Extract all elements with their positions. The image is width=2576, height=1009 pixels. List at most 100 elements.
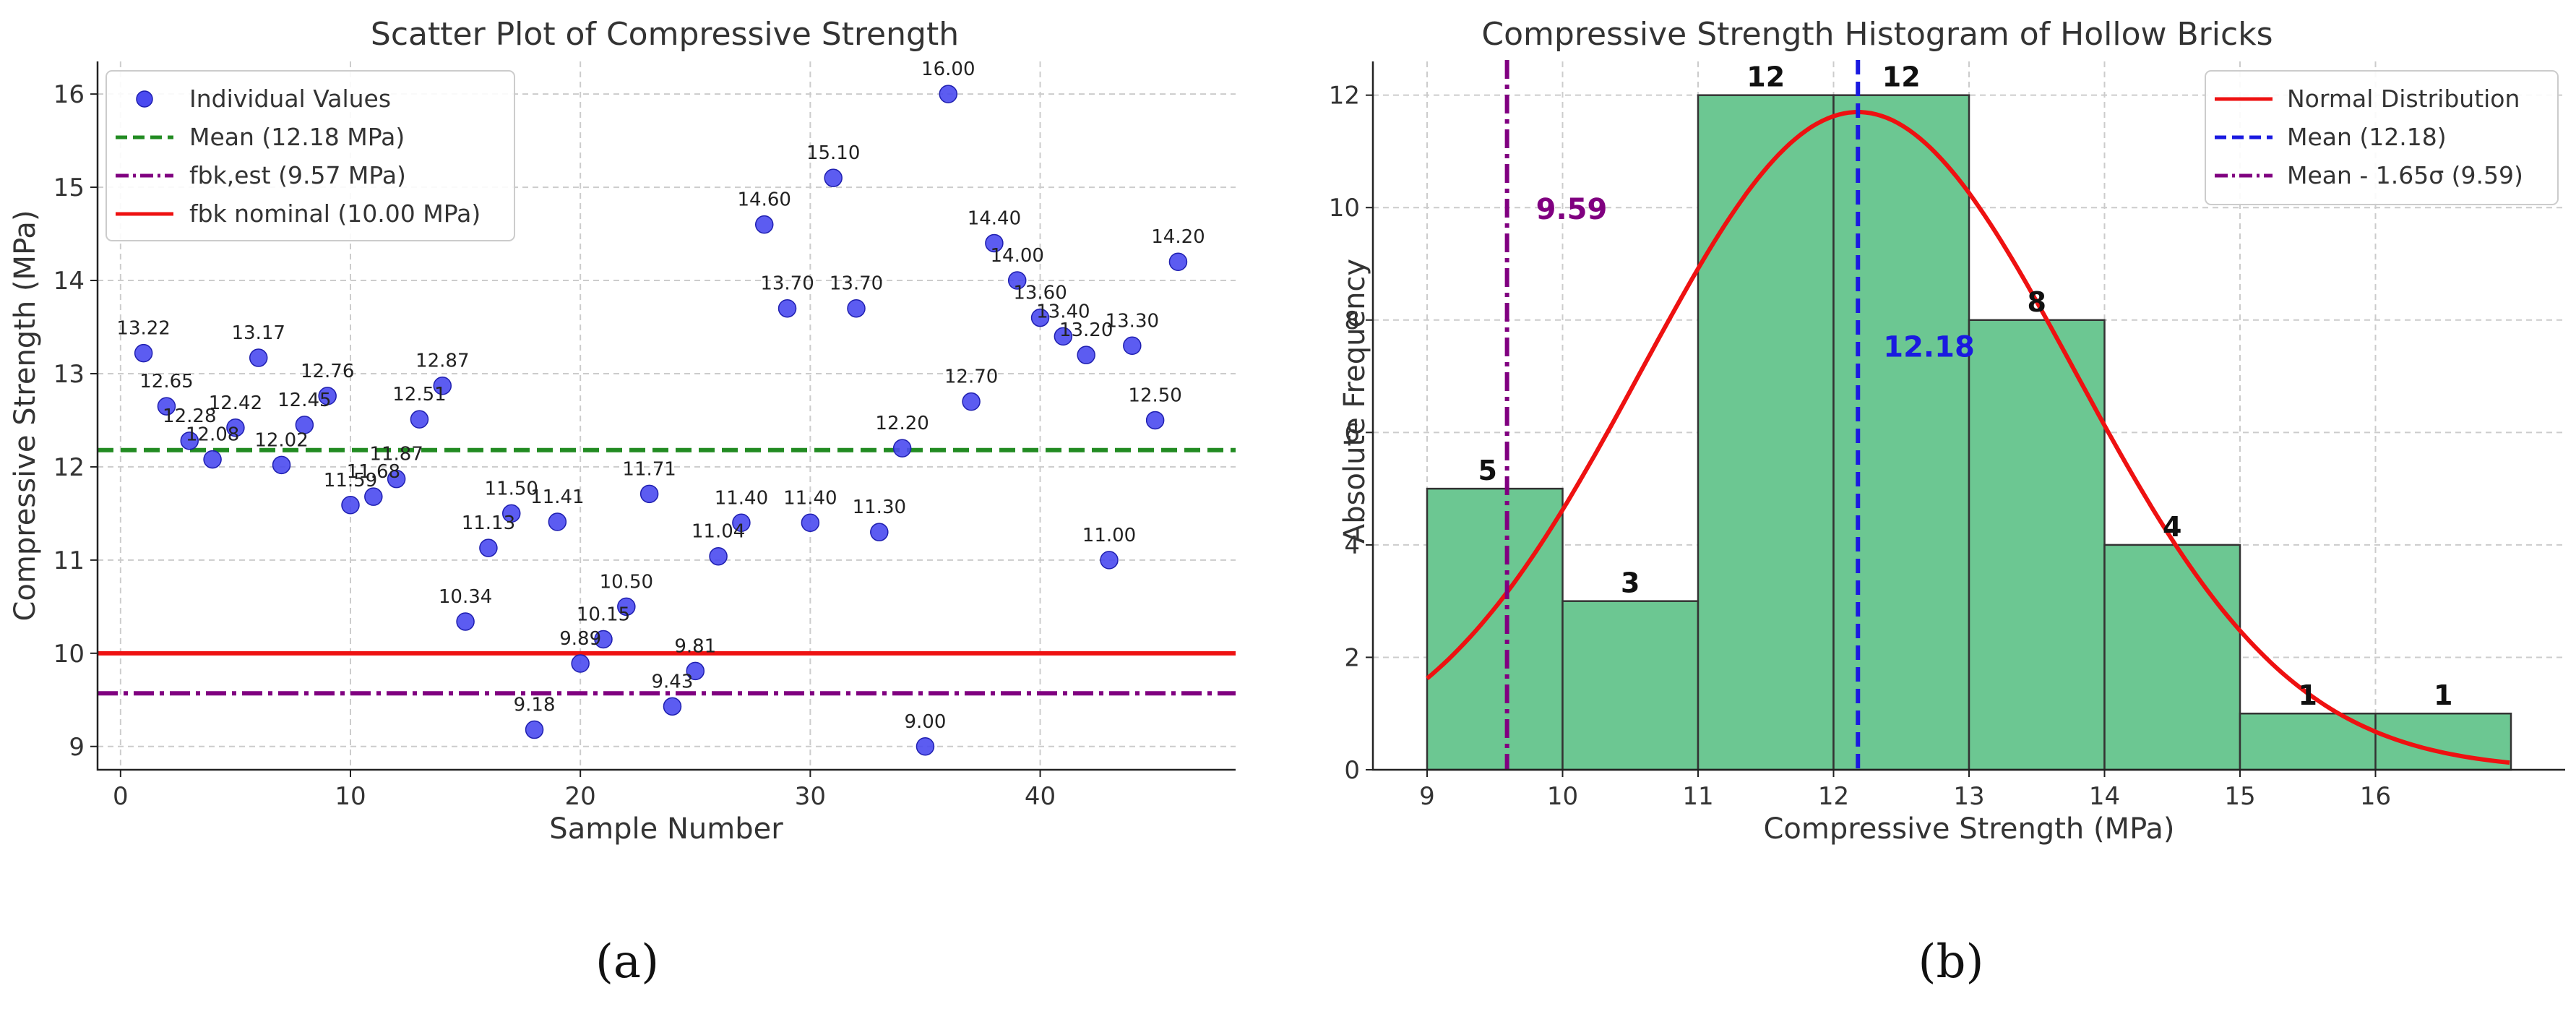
scatter-x-ticks: 0 10 20 30 40: [113, 770, 1056, 811]
legend-hist-fbk: Mean - 1.65σ (9.59): [2287, 161, 2523, 189]
histogram-bar-label-2: 3: [1621, 567, 1640, 599]
scatter-point-label-19: 11.41: [530, 486, 584, 508]
scatter-point-label-31: 15.10: [806, 142, 860, 164]
scatter-point-label-35: 9.00: [905, 711, 947, 733]
scatter-point-17: [501, 504, 521, 523]
scatter-point-label-32: 13.70: [830, 273, 883, 295]
scatter-point-18: [525, 720, 544, 739]
scatter-point-label-21: 10.15: [577, 604, 630, 625]
scatter-point-label-34: 12.20: [875, 413, 929, 434]
scatter-point-label-18: 9.18: [514, 695, 556, 716]
histogram-legend-box: [2205, 70, 2559, 205]
scatter-point-26: [709, 546, 728, 566]
scatter-point-label-12: 11.87: [369, 444, 423, 465]
scatter-point-22: [617, 597, 636, 617]
histogram-x-ticks: 9 10 11 12 13 14 15 16: [1419, 770, 2391, 811]
histogram-bar-label-1: 5: [1478, 455, 1497, 486]
histogram-bar-6: [2103, 544, 2241, 771]
scatter-legend: Individual Values Mean (12.18 MPa) fbk,e…: [105, 70, 515, 241]
legend-fbk-nominal: fbk nominal (10.00 MPa): [189, 199, 481, 228]
scatter-point-5: [226, 418, 245, 437]
scatter-ytick-label-13: 13: [53, 360, 85, 389]
scatter-point-label-41: 13.40: [1036, 301, 1090, 322]
hist-xtick-label-14: 14: [2089, 782, 2120, 811]
histogram-bar-1: [1426, 487, 1564, 771]
scatter-point-label-33: 11.30: [853, 497, 906, 518]
scatter-ytick-label-15: 15: [53, 173, 85, 202]
scatter-point-label-28: 14.60: [738, 189, 791, 211]
scatter-point-44: [1123, 336, 1142, 356]
scatter-point-45: [1145, 411, 1165, 430]
scatter-point-1: [134, 343, 153, 363]
panel-label-b: (b): [1918, 935, 1984, 989]
scatter-point-label-38: 14.40: [968, 207, 1021, 229]
scatter-point-29: [777, 299, 797, 318]
histogram-bar-label-7: 1: [2299, 679, 2317, 711]
scatter-point-34: [892, 439, 912, 458]
hist-xtick-label-13: 13: [1953, 782, 1984, 811]
scatter-xtick-label-40: 40: [1025, 782, 1056, 811]
scatter-point-30: [801, 513, 820, 533]
scatter-point-43: [1100, 551, 1119, 570]
scatter-point-6: [249, 348, 268, 367]
scatter-point-label-42: 13.20: [1059, 319, 1113, 341]
histogram-bar-5: [1968, 319, 2106, 771]
mean-annotation: 12.18: [1883, 330, 1975, 364]
scatter-ytick-label-12: 12: [53, 453, 85, 482]
scatter-point-label-9: 12.76: [301, 361, 354, 382]
scatter-chart: Scatter Plot of Compressive Strength 13.…: [9, 16, 1236, 989]
scatter-point-label-44: 13.30: [1106, 310, 1159, 332]
scatter-reference-lines: [98, 447, 1236, 696]
scatter-point-label-16: 11.13: [462, 512, 515, 534]
scatter-axes-spine: [96, 61, 1236, 771]
histogram-bar-label-3: 12: [1746, 61, 1785, 93]
scatter-point-label-39: 14.00: [991, 245, 1044, 267]
hist-ytick-label-12: 12: [1329, 82, 1360, 111]
legend-hist-mean: Mean (12.18): [2287, 123, 2447, 151]
legend-fbk-est: fbk,est (9.57 MPa): [189, 161, 406, 189]
hist-ytick-label-0: 0: [1344, 756, 1360, 785]
histogram-bar-label-5: 8: [2028, 286, 2046, 318]
histogram-bar-4: [1832, 94, 1970, 771]
histogram-title: Compressive Strength Histogram of Hollow…: [1481, 16, 2273, 53]
hist-ytick-label-10: 10: [1329, 194, 1360, 223]
histogram-bar-3: [1697, 94, 1835, 771]
scatter-point-label-30: 11.40: [783, 487, 837, 509]
scatter-point-40: [1030, 308, 1050, 327]
scatter-point-label-14: 12.87: [415, 351, 469, 372]
scatter-point-36: [939, 85, 958, 103]
legend-individual-values-marker: [136, 90, 153, 108]
hist-ytick-label-2: 2: [1344, 643, 1360, 672]
scatter-point-label-6: 13.17: [232, 322, 285, 344]
scatter-point-label-45: 12.50: [1128, 385, 1181, 406]
scatter-y-ticks: 9 10 11 12 13 14 15 16: [53, 80, 98, 762]
scatter-xtick-label-10: 10: [335, 782, 366, 811]
scatter-point-9: [318, 387, 337, 405]
scatter-point-label-43: 11.00: [1082, 525, 1136, 546]
histogram-chart: Compressive Strength Histogram of Hollow…: [1329, 16, 2565, 989]
scatter-point-35: [916, 737, 935, 756]
scatter-point-42: [1077, 345, 1095, 364]
scatter-ytick-label-10: 10: [53, 640, 85, 669]
histogram-x-axis-label: Compressive Strength (MPa): [1763, 812, 2174, 846]
histogram-y-ticks: 0 2 4 6 8 10 12: [1329, 82, 1373, 785]
histogram-bar-label-6: 4: [2163, 511, 2181, 543]
scatter-y-axis-label: Compressive Strength (MPa): [9, 210, 42, 621]
histogram-bar-labels: 5 3 12 12 8 4 1 1: [1478, 61, 2453, 712]
scatter-point-label-17: 11.50: [485, 478, 538, 499]
scatter-point-label-23: 11.71: [622, 458, 676, 480]
scatter-points: [134, 85, 1188, 756]
scatter-point-3: [180, 431, 199, 450]
scatter-point-15: [456, 612, 475, 631]
fbk-annotation: 9.59: [1536, 193, 1608, 226]
scatter-point-25: [686, 661, 705, 681]
scatter-point-23: [639, 484, 659, 504]
histogram-bar-2: [1561, 600, 1700, 771]
scatter-point-31: [824, 168, 843, 187]
scatter-point-37: [962, 392, 981, 411]
scatter-point-label-36: 16.00: [921, 59, 975, 80]
scatter-point-32: [847, 299, 866, 318]
scatter-point-label-1: 13.22: [116, 318, 170, 340]
scatter-point-label-8: 12.45: [277, 390, 331, 411]
